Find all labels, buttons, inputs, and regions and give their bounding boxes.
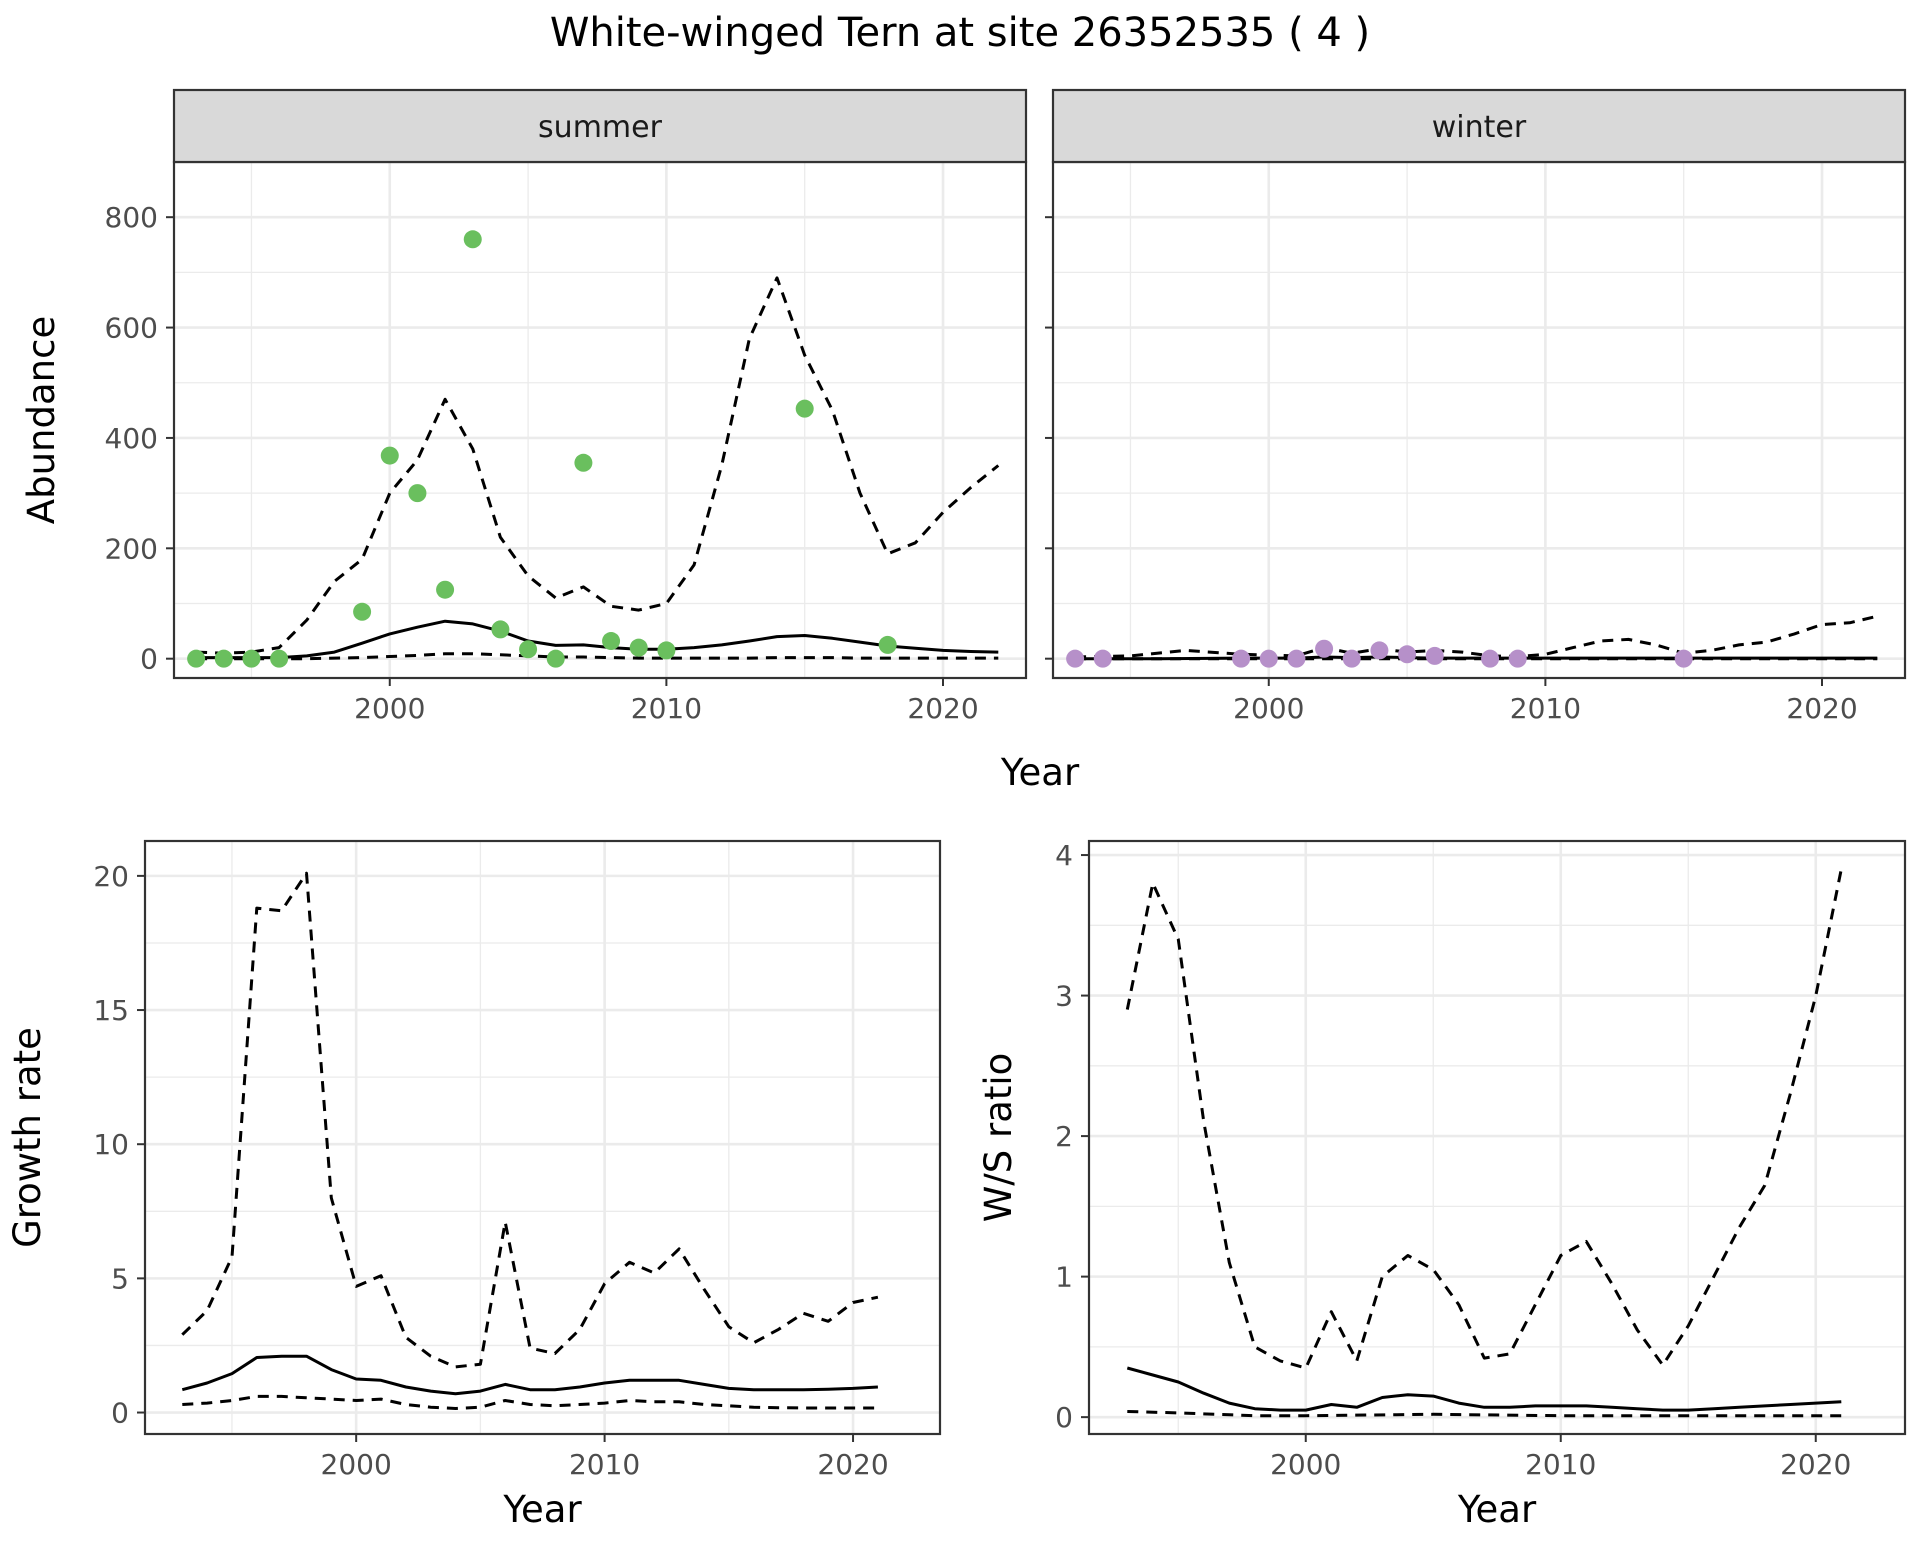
summer-data-point — [878, 635, 897, 654]
summer-y-tick-label: 800 — [105, 201, 158, 234]
growth-rate-panel: 2000 2010 2020 0 5 10 15 20 Year Growth rate — [6, 839, 942, 1531]
winter-panel: winter 2000 2010 2020 — [1045, 88, 1907, 725]
growth-x-tick-label: 2000 — [321, 1448, 392, 1481]
summer-data-point — [353, 602, 372, 621]
winter-data-point — [1342, 649, 1361, 668]
growth-y-tick-label: 15 — [93, 994, 129, 1027]
summer-y-tick-label: 200 — [105, 532, 158, 565]
growth-y-tick-label: 0 — [111, 1397, 129, 1430]
ratio-y-tick-label: 3 — [1055, 980, 1073, 1013]
summer-data-point — [602, 632, 621, 651]
ratio-y-tick-label: 2 — [1055, 1120, 1073, 1153]
winter-x-tick-label: 2010 — [1510, 692, 1581, 725]
summer-y-tick-label: 600 — [105, 312, 158, 345]
growth-y-tick-label: 5 — [111, 1262, 129, 1295]
summer-data-point — [491, 620, 510, 639]
summer-data-point — [546, 649, 565, 668]
summer-x-tick-label: 2010 — [631, 692, 702, 725]
winter-data-point — [1370, 641, 1389, 660]
winter-data-point — [1674, 649, 1693, 668]
ratio-y-axis-title: W/S ratio — [977, 1053, 1020, 1223]
growth-y-tick-label: 10 — [93, 1128, 129, 1161]
winter-data-point — [1425, 646, 1444, 665]
ratio-series-lower-line — [1127, 1410, 1842, 1418]
summer-series-estimate-line — [196, 619, 999, 660]
summer-panel: summer 2000 2010 2020 0 200 400 600 800 — [105, 88, 1028, 725]
winter-data-point — [1093, 649, 1112, 668]
winter-data-point — [1481, 649, 1500, 668]
summer-series-upper-line — [196, 276, 1000, 655]
summer-x-tick-label: 2020 — [907, 692, 978, 725]
winter-data-point — [1066, 649, 1085, 668]
winter-x-tick-label: 2000 — [1233, 692, 1304, 725]
summer-data-point — [242, 649, 261, 668]
ratio-y-tick-label: 4 — [1055, 839, 1073, 872]
summer-strip-label: summer — [538, 110, 663, 145]
winter-x-tick-label: 2020 — [1786, 692, 1857, 725]
summer-data-point — [436, 580, 455, 599]
summer-x-tick-label: 2000 — [354, 692, 425, 725]
ratio-x-tick-label: 2010 — [1525, 1448, 1596, 1481]
summer-y-tick-label: 400 — [105, 422, 158, 455]
winter-data-point — [1508, 649, 1527, 668]
summer-data-point — [629, 638, 648, 657]
top-row-x-axis-title: Year — [1000, 751, 1080, 794]
winter-data-point — [1315, 639, 1334, 658]
growth-series-upper-line — [181, 871, 879, 1369]
growth-y-tick-label: 20 — [93, 860, 129, 893]
figure-title: White-winged Tern at site 26352535 ( 4 ) — [550, 10, 1370, 56]
winter-data-point — [1259, 649, 1278, 668]
winter-plot-background — [1053, 162, 1905, 678]
winter-data-point — [1232, 649, 1251, 668]
summer-data-point — [574, 453, 593, 472]
ratio-x-tick-label: 2020 — [1780, 1448, 1851, 1481]
ratio-x-axis-title: Year — [1457, 1488, 1537, 1531]
top-row-y-axis-title: Abundance — [20, 316, 63, 524]
summer-data-point — [270, 649, 289, 668]
growth-panel-border — [143, 839, 942, 1436]
summer-data-point — [214, 649, 233, 668]
ratio-series-estimate-line — [1126, 1366, 1842, 1412]
summer-data-point — [463, 230, 482, 249]
winter-data-point — [1287, 649, 1306, 668]
winter-data-point — [1398, 645, 1417, 664]
growth-x-tick-label: 2010 — [569, 1448, 640, 1481]
summer-series-lower-line — [196, 652, 999, 661]
growth-series-lower-line — [182, 1394, 878, 1410]
summer-y-tick-label: 0 — [140, 643, 158, 676]
summer-data-point — [657, 641, 676, 660]
ratio-x-tick-label: 2000 — [1270, 1448, 1341, 1481]
summer-data-point — [519, 640, 538, 659]
summer-data-point — [408, 484, 427, 503]
ratio-panel-border — [1087, 839, 1907, 1436]
summer-strip — [172, 88, 1028, 164]
ratio-series-upper-line — [1125, 868, 1843, 1370]
growth-plot-background — [145, 841, 940, 1434]
winter-series-upper-line — [1075, 614, 1878, 659]
ratio-y-tick-label: 1 — [1055, 1261, 1073, 1294]
winter-strip — [1051, 88, 1907, 164]
winter-strip-label: winter — [1432, 110, 1527, 145]
summer-plot-background — [174, 162, 1026, 678]
growth-series-estimate-line — [181, 1354, 878, 1396]
summer-data-point — [795, 399, 814, 418]
ratio-y-tick-label: 0 — [1055, 1401, 1073, 1434]
growth-y-axis-title: Growth rate — [6, 1027, 49, 1248]
summer-data-point — [380, 446, 399, 465]
growth-x-tick-label: 2020 — [817, 1448, 888, 1481]
summer-data-point — [187, 649, 206, 668]
ratio-plot-background — [1089, 841, 1905, 1434]
growth-x-axis-title: Year — [502, 1488, 582, 1531]
ws-ratio-panel: 2000 2010 2020 0 1 2 3 4 Year W/S ratio — [977, 839, 1907, 1531]
